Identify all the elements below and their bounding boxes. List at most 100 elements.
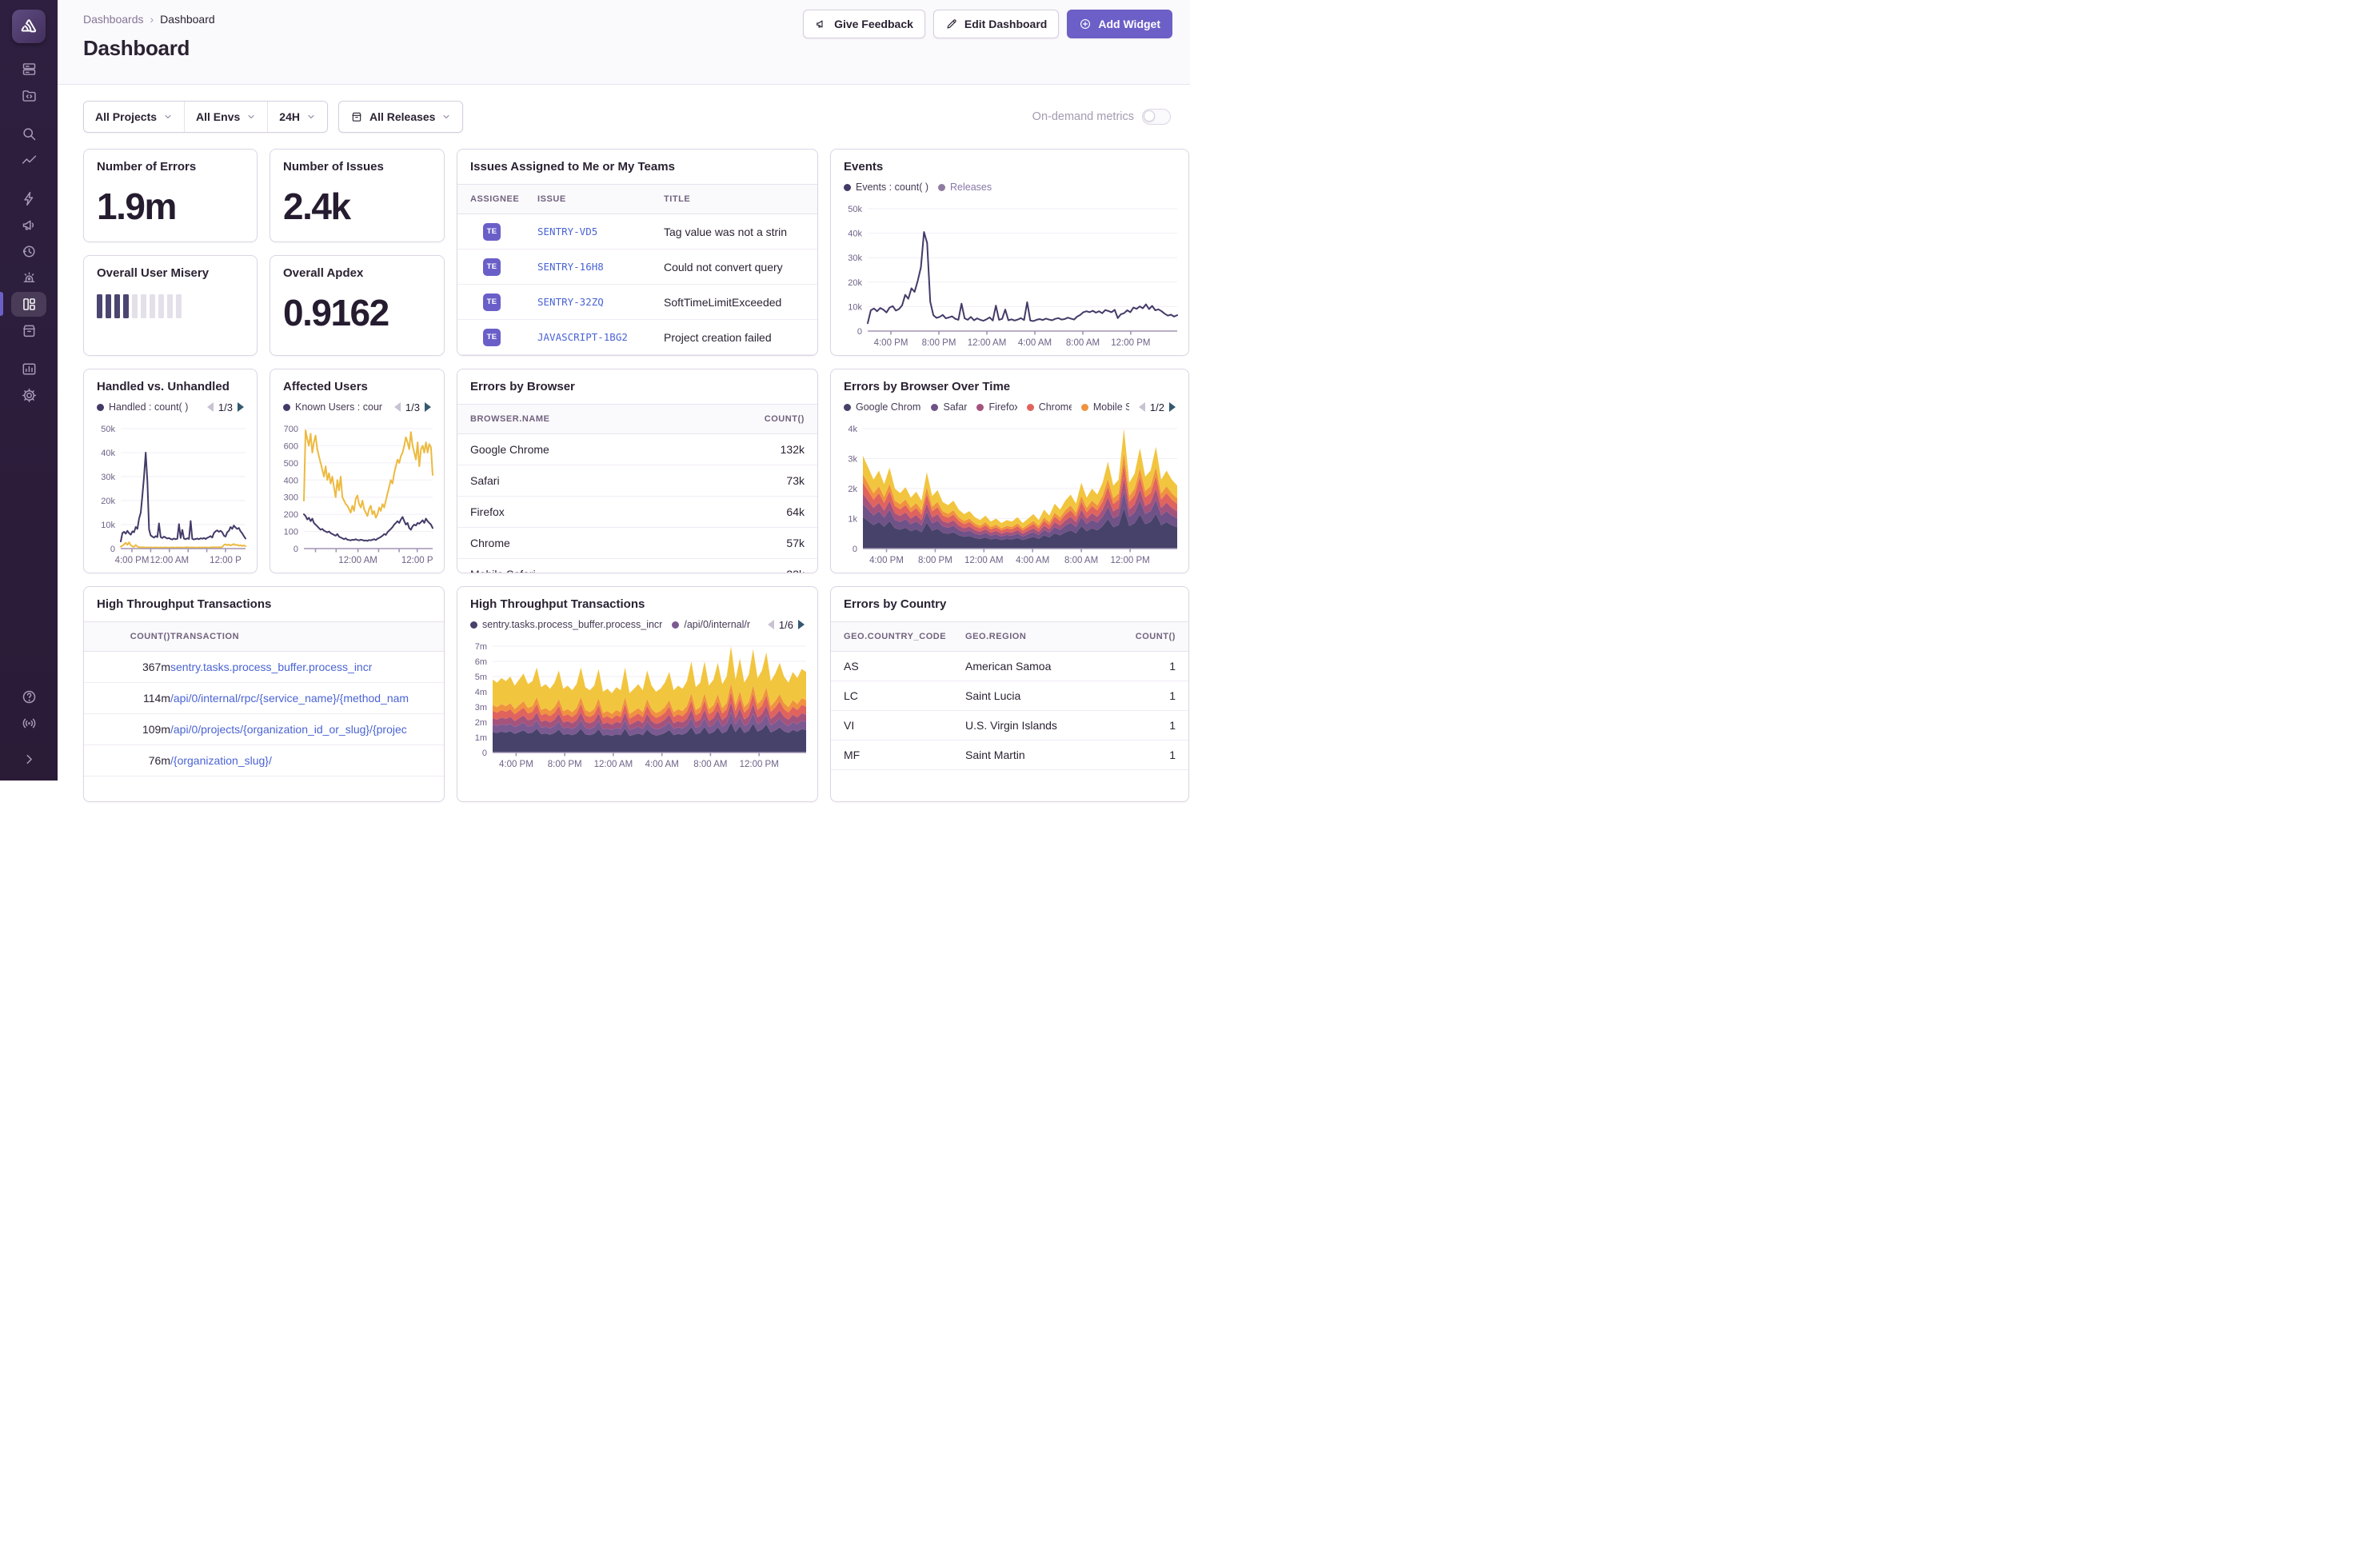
- legend-next-button[interactable]: [1169, 402, 1176, 412]
- table-row: 114m/api/0/internal/rpc/{service_name}/{…: [84, 683, 444, 714]
- column-header[interactable]: BROWSER.NAME: [470, 414, 550, 424]
- table-link[interactable]: /api/0/projects/{organization_id_or_slug…: [170, 723, 407, 736]
- legend-item[interactable]: Known Users : cour: [283, 401, 382, 413]
- column-header[interactable]: ISSUE: [537, 194, 566, 204]
- legend-item[interactable]: Releases: [938, 182, 992, 193]
- column-header[interactable]: GEO.COUNTRY_CODE: [844, 632, 947, 641]
- table-link[interactable]: JAVASCRIPT-1BG2: [537, 331, 628, 343]
- assignee-avatar[interactable]: TE: [483, 328, 501, 346]
- header-actions: Give Feedback Edit Dashboard Add Widget: [803, 10, 1172, 38]
- big-number-value: 2.4k: [283, 186, 351, 227]
- sidebar-item-projects[interactable]: [0, 82, 58, 109]
- svg-text:12:00 AM: 12:00 AM: [594, 760, 633, 769]
- table-cell: Google Chrome: [470, 443, 549, 456]
- sidebar-item-broadcast[interactable]: [0, 710, 58, 737]
- sidebar-item-stats[interactable]: [0, 147, 58, 174]
- legend-prev-button[interactable]: [767, 620, 774, 629]
- column-header[interactable]: TITLE: [664, 194, 691, 204]
- table-link[interactable]: SENTRY-VD5: [537, 226, 598, 238]
- table-cell: VI: [844, 719, 855, 732]
- legend-item[interactable]: Chrome: [1026, 401, 1072, 413]
- handled-chart[interactable]: 0 10k 20k 30k 40k 50k 4:00 PM 12:00 AM 12:00 P: [92, 422, 250, 568]
- legend-item[interactable]: Firefox: [976, 401, 1017, 413]
- table-cell: 76m: [148, 754, 170, 767]
- sentry-logo[interactable]: [12, 10, 46, 43]
- legend-item[interactable]: /api/0/internal/r: [672, 619, 750, 630]
- table-link[interactable]: /{organization_slug}/: [170, 754, 272, 767]
- time-range-filter[interactable]: 24H: [268, 102, 327, 132]
- feedback-icon: [11, 213, 46, 238]
- legend-prev-button[interactable]: [206, 402, 214, 412]
- ondemand-label: On-demand metrics: [1032, 110, 1134, 123]
- table-link[interactable]: sentry.tasks.process_buffer.process_incr: [170, 661, 373, 673]
- legend-prev-button[interactable]: [1138, 402, 1145, 412]
- issues-icon: [11, 57, 46, 82]
- breadcrumb-current: Dashboard: [160, 13, 215, 26]
- svg-text:4:00 AM: 4:00 AM: [645, 760, 679, 769]
- release-filter[interactable]: All Releases: [337, 101, 464, 133]
- widget-errors-by-country: Errors by Country GEO.COUNTRY_CODE GEO.RE…: [830, 586, 1189, 802]
- breadcrumb-dashboards[interactable]: Dashboards: [83, 13, 144, 26]
- environment-filter[interactable]: All Envs: [185, 102, 269, 132]
- legend-item[interactable]: Mobile S: [1080, 401, 1129, 413]
- column-header[interactable]: ASSIGNEE: [470, 194, 520, 204]
- sidebar-item-replays[interactable]: [0, 238, 58, 265]
- assignee-avatar[interactable]: TE: [483, 258, 501, 276]
- table-row: LC Saint Lucia 1: [831, 681, 1188, 711]
- assignee-avatar[interactable]: TE: [483, 222, 501, 241]
- sidebar-item-insights[interactable]: [0, 356, 58, 382]
- table-cell: U.S. Virgin Islands: [965, 719, 1057, 732]
- edit-dashboard-button[interactable]: Edit Dashboard: [932, 10, 1060, 38]
- table-header: COUNT() TRANSACTION: [84, 621, 444, 652]
- svg-text:4:00 PM: 4:00 PM: [115, 556, 150, 565]
- sidebar-item-feedback[interactable]: [0, 212, 58, 238]
- affected-users-chart[interactable]: 0 100 200 300 400 500 600 700 12:00 AM 12:00 P: [278, 422, 437, 568]
- table-link[interactable]: SENTRY-32ZQ: [537, 296, 604, 308]
- sidebar-item-alerts[interactable]: [0, 265, 58, 291]
- sidebar-item-settings[interactable]: [0, 382, 58, 409]
- sidebar-item-issues[interactable]: [0, 56, 58, 82]
- high-throughput-chart[interactable]: 0 1m 2m 3m 4m 5m 6m 7m 4:00 PM 8:00 PM 12:00 AM 4:0…: [465, 640, 811, 772]
- column-header[interactable]: COUNT(): [764, 414, 805, 424]
- legend-item[interactable]: Safari: [931, 401, 967, 413]
- legend-item[interactable]: sentry.tasks.process_buffer.process_incr: [470, 619, 662, 630]
- legend-next-button[interactable]: [798, 620, 805, 629]
- assignee-avatar[interactable]: TE: [483, 293, 501, 311]
- legend-item[interactable]: Events : count( ): [844, 182, 928, 193]
- legend-next-button[interactable]: [238, 402, 244, 412]
- sidebar-item-dashboards[interactable]: [0, 291, 58, 317]
- user-misery-bars: [97, 294, 244, 318]
- svg-text:0: 0: [110, 545, 115, 554]
- sidebar-item-releases[interactable]: [0, 317, 58, 344]
- svg-text:6m: 6m: [475, 657, 487, 667]
- legend-next-button[interactable]: [425, 402, 431, 412]
- chart-legend: sentry.tasks.process_buffer.process_incr…: [470, 617, 805, 633]
- sidebar-collapse-button[interactable]: [0, 746, 58, 773]
- sidebar-item-help[interactable]: [0, 684, 58, 710]
- breadcrumb-separator-icon: ›: [150, 13, 154, 26]
- column-header[interactable]: COUNT(): [130, 632, 170, 641]
- legend-item[interactable]: Handled : count( ): [97, 401, 188, 413]
- svg-text:4:00 PM: 4:00 PM: [874, 338, 908, 348]
- legend-item[interactable]: Google Chrome: [844, 401, 921, 413]
- svg-text:12:00 AM: 12:00 AM: [968, 338, 1007, 348]
- widget-errors-by-browser: Errors by Browser BROWSER.NAME COUNT() Goo…: [457, 369, 818, 573]
- give-feedback-button[interactable]: Give Feedback: [803, 10, 925, 38]
- events-chart[interactable]: 0 10k 20k 30k 40k 50k 4:00 PM 8:00 PM 12:00 AM 4:…: [839, 202, 1182, 350]
- sidebar-item-performance[interactable]: [0, 186, 58, 212]
- svg-text:200: 200: [284, 510, 298, 520]
- legend-prev-button[interactable]: [393, 402, 401, 412]
- column-header[interactable]: GEO.REGION: [965, 632, 1027, 641]
- table-link[interactable]: SENTRY-16H8: [537, 261, 604, 273]
- column-header[interactable]: TRANSACTION: [170, 632, 240, 641]
- add-widget-button[interactable]: Add Widget: [1067, 10, 1172, 38]
- ondemand-toggle[interactable]: [1142, 109, 1171, 125]
- svg-text:100: 100: [284, 528, 298, 537]
- svg-text:4m: 4m: [475, 688, 487, 697]
- table-link[interactable]: /api/0/internal/rpc/{service_name}/{meth…: [170, 692, 409, 705]
- widget-grid: Number of Errors 1.9m Number of Issues 2…: [83, 149, 1189, 802]
- project-filter[interactable]: All Projects: [84, 102, 186, 132]
- column-header[interactable]: COUNT(): [1135, 632, 1176, 641]
- errors-by-browser-chart[interactable]: 0 1k 2k 3k 4k 4:00 PM 8:00 PM 12:00 AM 4:00 AM 8:…: [839, 422, 1182, 568]
- sidebar-item-explore[interactable]: [0, 121, 58, 147]
